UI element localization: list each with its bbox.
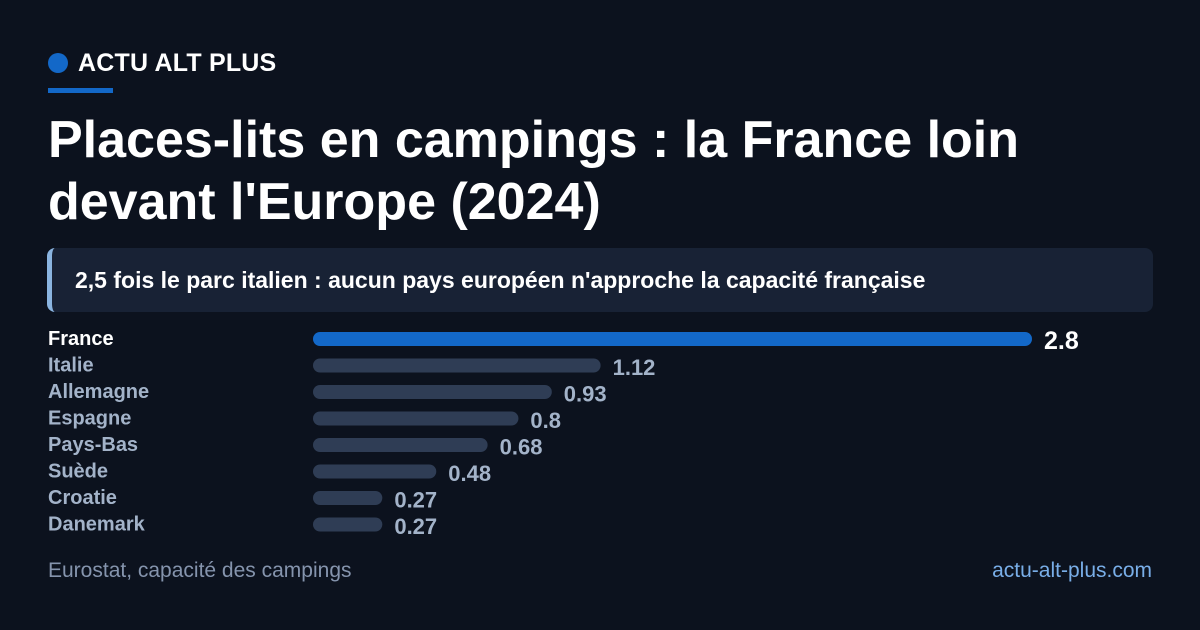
brand-underline [48, 88, 113, 93]
bar [313, 358, 601, 373]
brand-dot-icon [48, 53, 68, 73]
bar [313, 411, 519, 426]
value-label: 2.8 [1044, 327, 1079, 355]
category-label: Allemagne [48, 381, 149, 403]
value-label: 1.12 [613, 355, 656, 380]
category-label: Espagne [48, 408, 131, 430]
value-label: 0.8 [530, 408, 561, 433]
value-label: 0.27 [394, 514, 437, 539]
category-label: Italie [48, 355, 94, 377]
category-label: Danemark [48, 514, 146, 536]
value-label: 0.27 [394, 488, 437, 513]
category-label: Suède [48, 461, 108, 483]
value-label: 0.68 [500, 435, 543, 460]
bar [313, 385, 552, 399]
category-label: France [48, 328, 114, 350]
bar [313, 438, 488, 452]
subtitle: 2,5 fois le parc italien : aucun pays eu… [75, 266, 926, 293]
page-title: Places-lits en campings : la France loin… [48, 111, 1019, 231]
value-label: 0.48 [448, 461, 491, 486]
subtitle-callout: 2,5 fois le parc italien : aucun pays eu… [47, 248, 1153, 312]
category-label: Pays-Bas [48, 434, 138, 456]
bar [313, 332, 1032, 346]
footer-site-link[interactable]: actu-alt-plus.com [992, 559, 1152, 582]
bar [313, 464, 437, 479]
brand: ACTU ALT PLUS [48, 48, 276, 78]
bar [313, 491, 383, 505]
brand-name: ACTU ALT PLUS [78, 48, 277, 77]
category-label: Croatie [48, 487, 117, 509]
footer-source: Eurostat, capacité des campings [48, 559, 352, 582]
value-label: 0.93 [564, 382, 607, 407]
bar [313, 517, 383, 532]
